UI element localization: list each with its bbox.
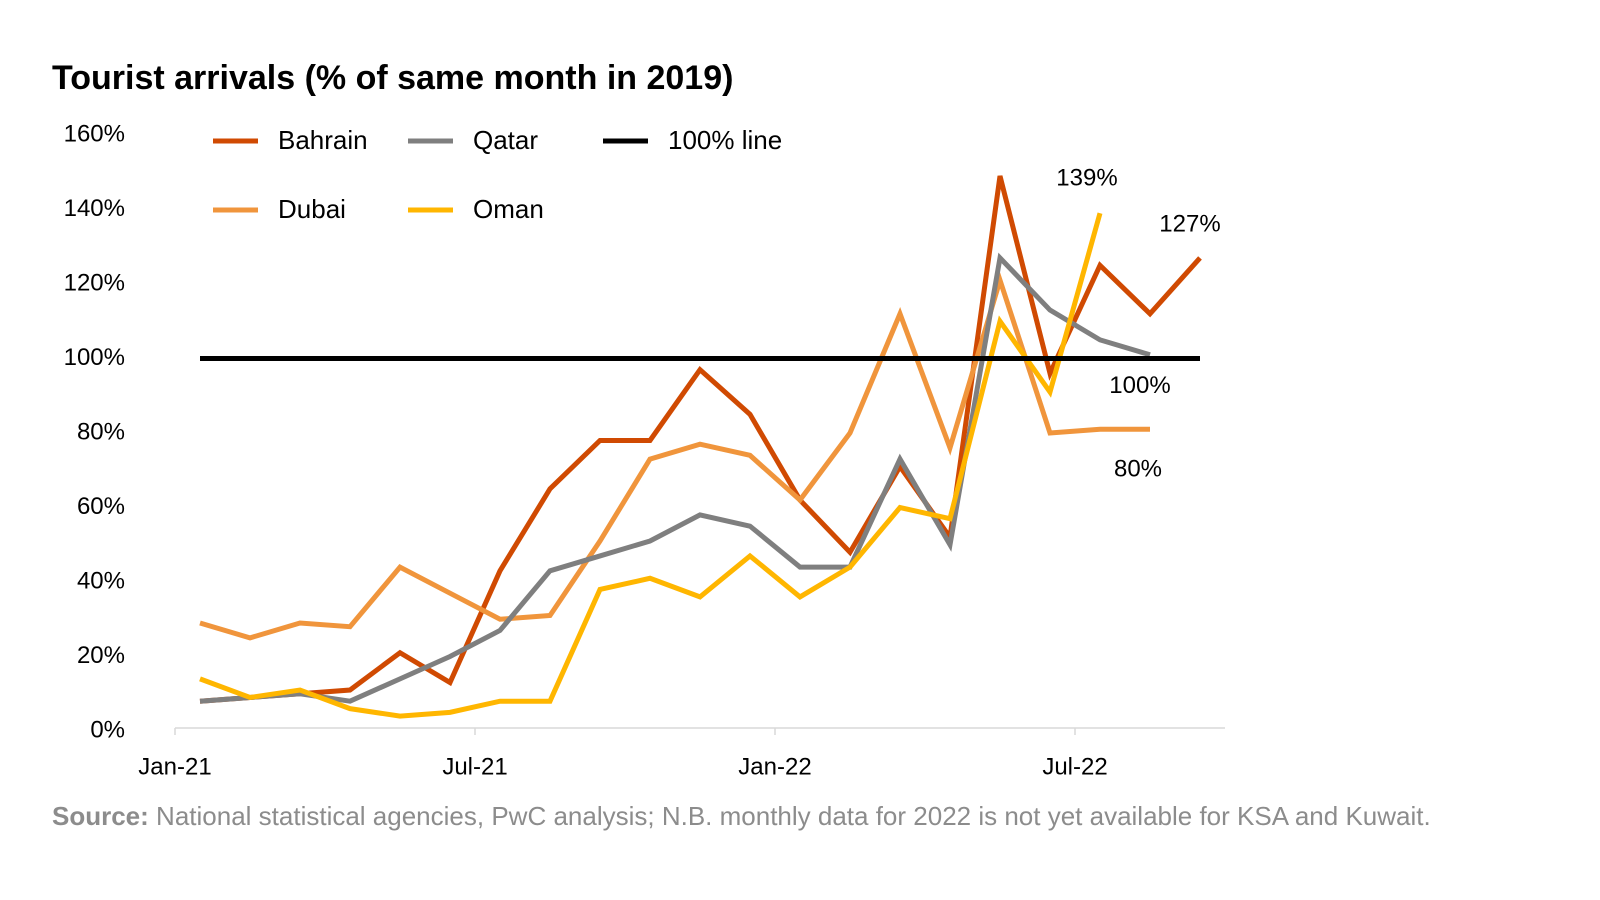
legend-label: Oman bbox=[473, 194, 544, 224]
y-tick-label: 20% bbox=[77, 642, 125, 669]
value-label: 100% bbox=[1109, 372, 1170, 399]
value-label: 80% bbox=[1114, 456, 1162, 483]
legend-label: 100% line bbox=[668, 125, 782, 155]
y-tick-label: 100% bbox=[64, 344, 125, 371]
value-label: 139% bbox=[1056, 165, 1117, 192]
y-tick-label: 60% bbox=[77, 493, 125, 520]
series-line bbox=[199, 252, 1151, 704]
source-label: Source: bbox=[52, 801, 149, 831]
source-note: Source: National statistical agencies, P… bbox=[52, 798, 1492, 834]
chart-title: Tourist arrivals (% of same month in 201… bbox=[52, 59, 733, 97]
chart: Tourist arrivals (% of same month in 201… bbox=[52, 59, 1225, 780]
x-tick-label: Jan-21 bbox=[138, 753, 211, 780]
y-tick-label: 80% bbox=[77, 418, 125, 445]
y-tick-label: 140% bbox=[64, 195, 125, 222]
legend-label: Dubai bbox=[278, 194, 346, 224]
legend-label: Qatar bbox=[473, 125, 538, 155]
x-tick-label: Jan-22 bbox=[738, 753, 811, 780]
y-tick-label: 160% bbox=[64, 120, 125, 147]
legend-label: Bahrain bbox=[278, 125, 368, 155]
y-tick-label: 120% bbox=[64, 269, 125, 296]
value-label: 127% bbox=[1159, 210, 1220, 237]
y-tick-label: 0% bbox=[90, 716, 125, 743]
y-tick-label: 40% bbox=[77, 567, 125, 594]
x-tick-label: Jul-21 bbox=[442, 753, 507, 780]
source-text: National statistical agencies, PwC analy… bbox=[156, 801, 1431, 831]
series-line bbox=[199, 212, 1103, 719]
x-tick-label: Jul-22 bbox=[1042, 753, 1107, 780]
series-line bbox=[199, 175, 1202, 704]
